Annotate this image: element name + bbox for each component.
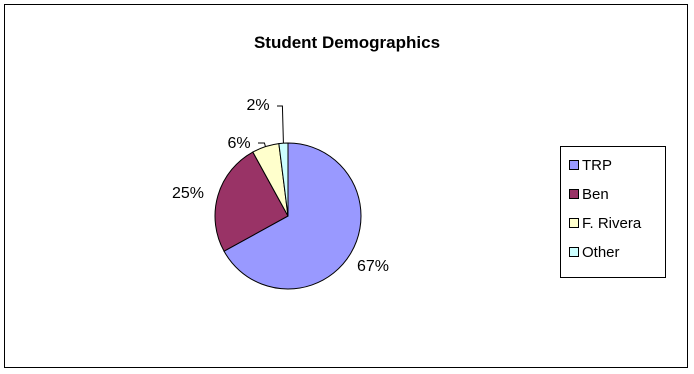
legend-item-other: Other	[569, 242, 620, 262]
legend-label-ben: Ben	[582, 185, 609, 203]
legend-label-other: Other	[582, 243, 620, 261]
legend-item-trp: TRP	[569, 155, 612, 175]
pie-slice-trp	[223, 142, 362, 290]
legend-item-ben: Ben	[569, 184, 609, 204]
legend-label-trp: TRP	[582, 156, 612, 174]
leader-line-f-rivera	[258, 142, 266, 147]
legend: TRP Ben F. Rivera Other	[560, 146, 666, 278]
legend-swatch-f-rivera	[569, 218, 579, 228]
legend-swatch-ben	[569, 189, 579, 199]
pie-slice-other	[278, 142, 289, 217]
leader-line-other	[277, 105, 284, 144]
legend-label-f-rivera: F. Rivera	[582, 214, 642, 232]
data-label-other: 2%	[246, 97, 269, 114]
data-label-ben: 25%	[172, 185, 204, 202]
pie-slice-ben	[214, 151, 289, 252]
chart-title: Student Demographics	[253, 33, 441, 52]
legend-swatch-trp	[569, 160, 579, 170]
data-label-f-rivera: 6%	[227, 135, 250, 152]
data-label-trp: 67%	[357, 258, 389, 275]
legend-item-f-rivera: F. Rivera	[569, 213, 641, 233]
legend-swatch-other	[569, 247, 579, 257]
